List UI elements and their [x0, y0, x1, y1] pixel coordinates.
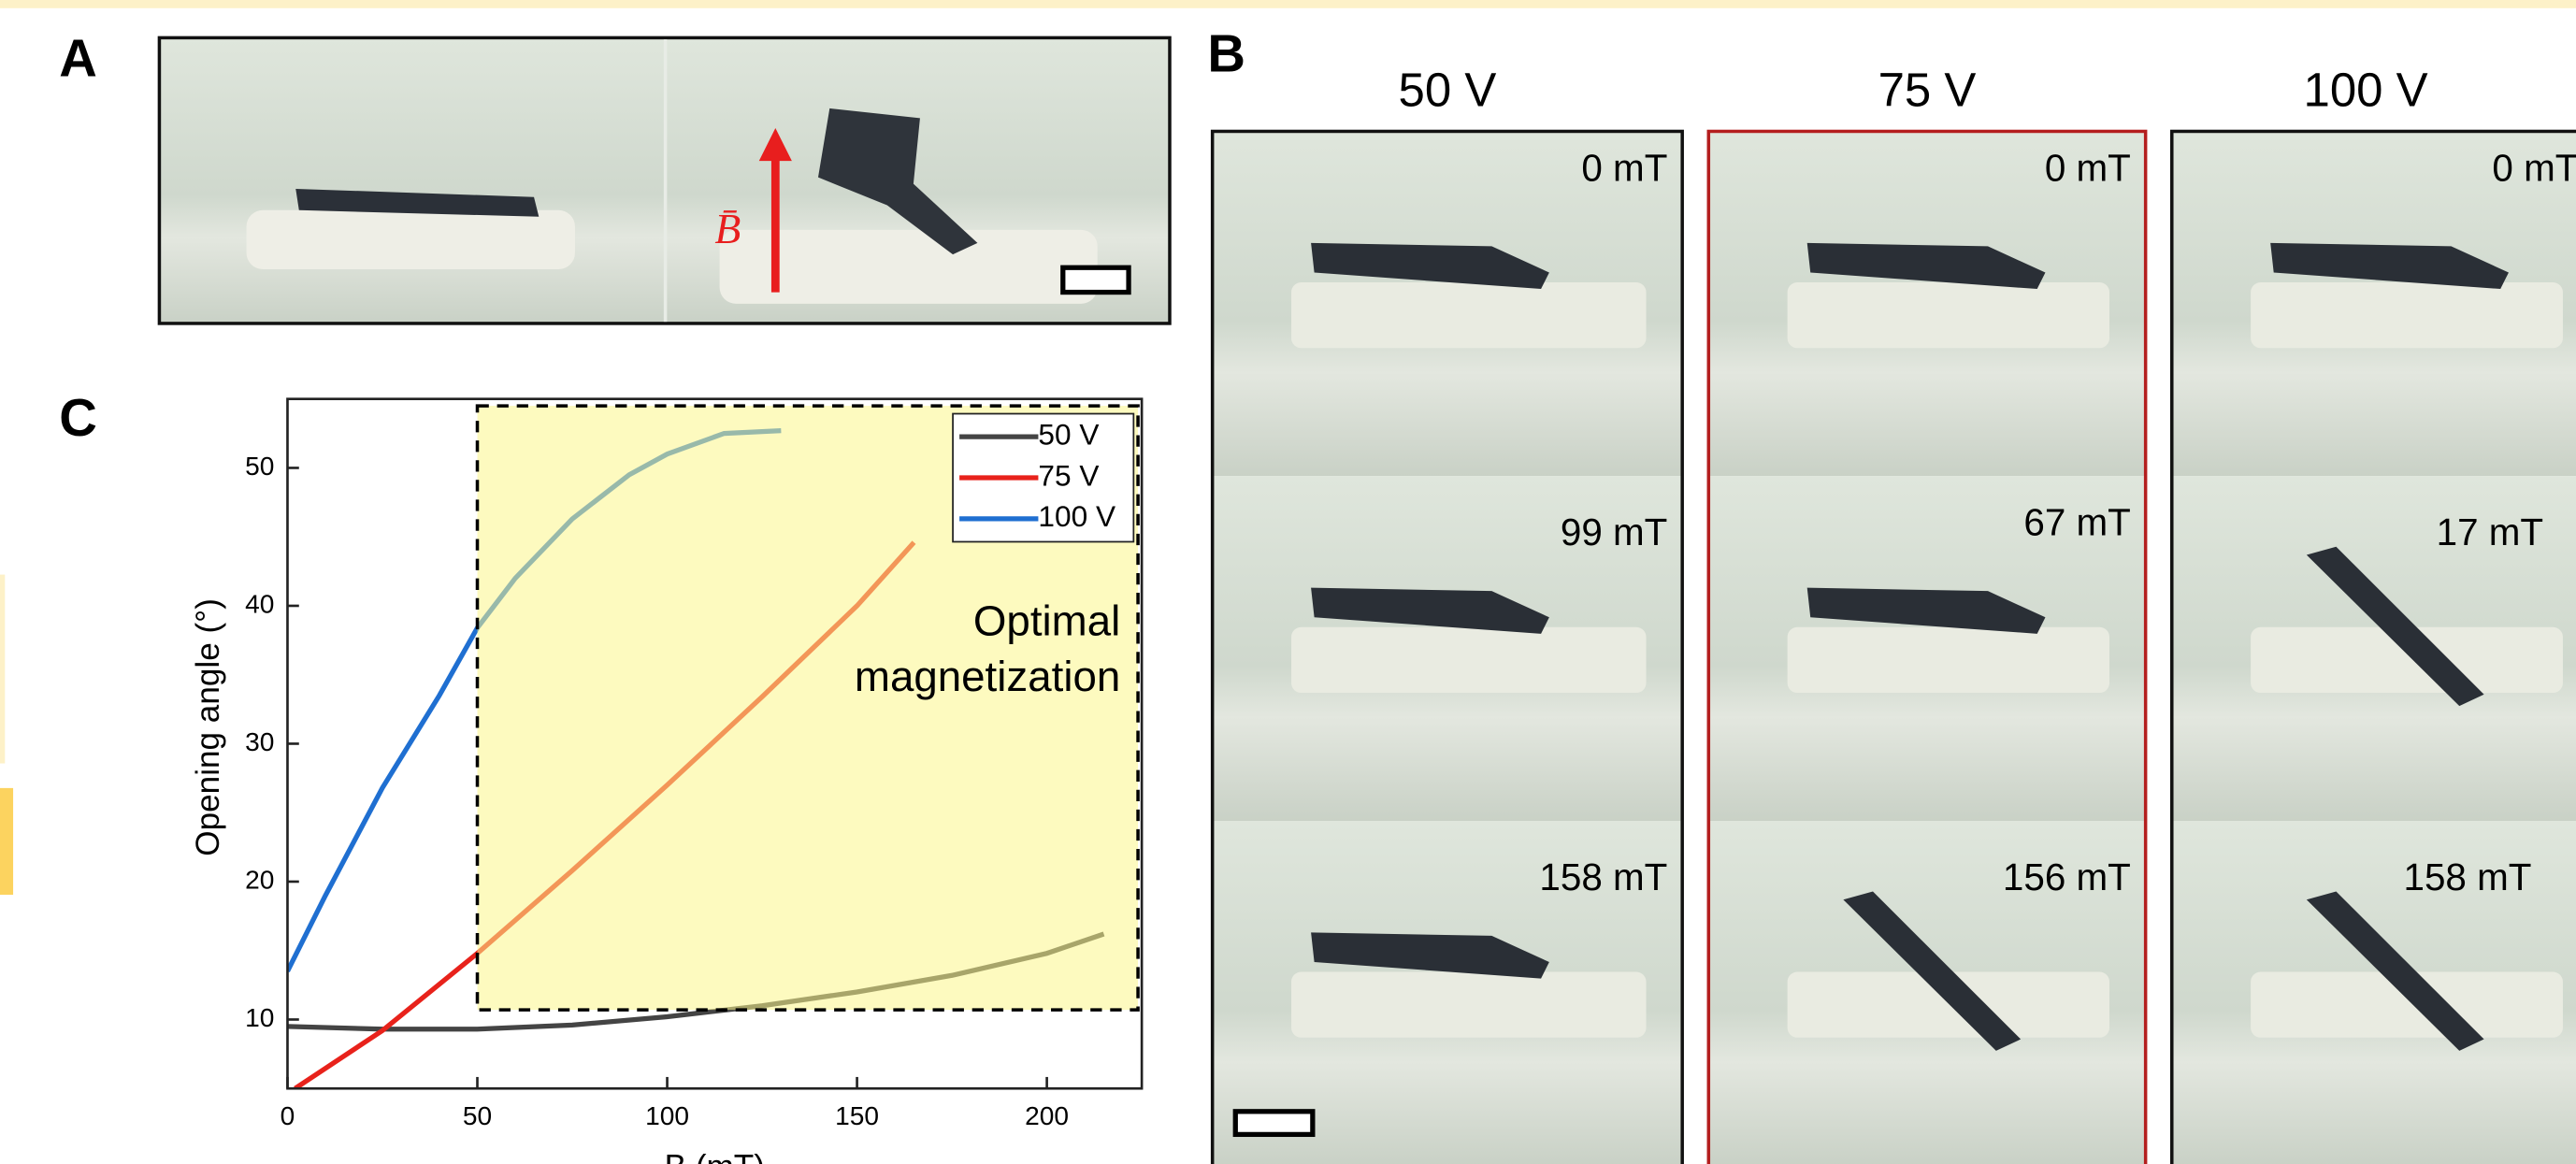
field-label: 158 mT — [2404, 855, 2532, 898]
field-label: 0 mT — [2492, 146, 2576, 189]
side-mark — [0, 788, 13, 895]
x-tick-label: 100 — [645, 1101, 689, 1130]
field-label: 17 mT — [2437, 510, 2543, 553]
field-label: B̄ — [714, 205, 741, 252]
y-tick-label: 50 — [245, 452, 274, 481]
field-label: 0 mT — [2045, 146, 2131, 189]
legend-label: 50 V — [1038, 417, 1099, 451]
field-label: 99 mT — [1561, 510, 1667, 553]
base — [247, 210, 575, 269]
highlight-label: Optimal — [973, 596, 1120, 644]
scale-bar — [1235, 1112, 1313, 1135]
panel-b: 50 V 0 mT 99 mT 158 mT 75 V 0 mT 67 mT 156 mT 10… — [1213, 64, 2576, 1164]
base — [1788, 282, 2109, 348]
field-label: 158 mT — [1539, 855, 1667, 898]
field-label: 67 mT — [2023, 501, 2130, 544]
highlight-label: magnetization — [855, 653, 1120, 700]
y-tick-label: 40 — [245, 589, 274, 618]
base — [1291, 627, 1647, 693]
x-tick-label: 50 — [463, 1101, 492, 1130]
column-title: 50 V — [1399, 64, 1497, 117]
y-tick-label: 30 — [245, 727, 274, 756]
field-label: 156 mT — [2003, 855, 2131, 898]
base — [1788, 627, 2109, 693]
legend-label: 75 V — [1038, 458, 1099, 492]
base — [1291, 972, 1647, 1038]
y-axis-label: Opening angle (°) — [190, 598, 226, 856]
top-bar — [0, 0, 2576, 8]
column-title: 100 V — [2304, 64, 2428, 117]
column-title: 75 V — [1878, 64, 1977, 117]
panel-label: C — [59, 388, 97, 447]
page: A B C B̄ 50 V 0 mT 99 mT 158 mT 75 V 0 mT 67 m… — [0, 0, 2576, 1164]
y-tick-label: 20 — [245, 865, 274, 894]
base — [1291, 282, 1647, 348]
x-tick-label: 150 — [835, 1101, 879, 1130]
x-tick-label: 0 — [281, 1101, 295, 1130]
field-label: 0 mT — [1581, 146, 1667, 189]
panel-label: A — [59, 29, 97, 88]
legend-label: 100 V — [1038, 499, 1115, 533]
panel-label: B — [1207, 23, 1245, 82]
side-mark — [0, 575, 5, 764]
chart: Optimal magnetization 0 50 100 150 200 10 20 30 40… — [190, 399, 1142, 1164]
figure: A B C B̄ 50 V 0 mT 99 mT 158 mT 75 V 0 mT 67 m… — [0, 0, 2576, 1164]
scale-bar — [1063, 267, 1129, 292]
y-tick-label: 10 — [245, 1003, 274, 1032]
x-axis-label: B (mT) — [665, 1149, 765, 1164]
x-tick-label: 200 — [1025, 1101, 1069, 1130]
base — [2251, 282, 2563, 348]
panel-a: B̄ — [159, 37, 1170, 323]
